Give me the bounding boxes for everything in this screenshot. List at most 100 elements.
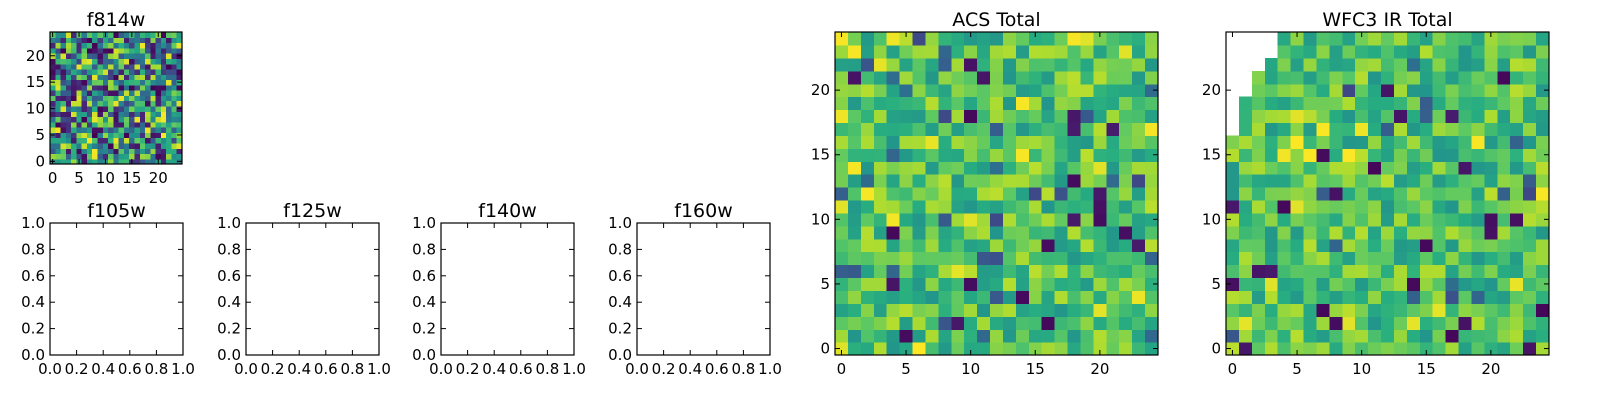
wfc3-ir-total-cell <box>1406 174 1421 188</box>
f814w-cell <box>129 53 136 59</box>
acs-total-cell <box>1002 264 1017 279</box>
wfc3-ir-total-cell <box>1419 264 1434 279</box>
wfc3-ir-total-cell <box>1381 32 1395 46</box>
acs-total-cell <box>964 122 978 136</box>
acs-total-cell <box>1028 122 1043 136</box>
wfc3-ir-total-cell <box>1303 122 1318 136</box>
f814w-cell <box>108 79 114 86</box>
wfc3-ir-total-cell <box>1432 199 1447 214</box>
acs-total-cell <box>886 83 901 98</box>
acs-total-cell <box>899 329 914 343</box>
f814w-cell <box>166 79 173 86</box>
wfc3-ir-total-cell <box>1290 225 1305 240</box>
f814w-cell <box>76 37 83 44</box>
wfc3-ir-total-cell <box>1536 83 1550 98</box>
f814w-cell <box>86 111 93 118</box>
acs-total-cell <box>938 83 952 98</box>
f814w-cell <box>76 127 83 133</box>
wfc3-ir-total-cell <box>1238 238 1253 253</box>
wfc3-ir-total-cell <box>1484 251 1498 266</box>
f814w-cell <box>129 37 136 44</box>
f814w-cell <box>108 158 114 165</box>
wfc3-ir-total-cell <box>1264 135 1279 149</box>
wfc3-ir-total-cell <box>1445 32 1460 46</box>
wfc3-ir-total-cell <box>1342 225 1356 240</box>
wfc3-ir-total-cell <box>1523 251 1537 266</box>
wfc3-ir-total-cell <box>1471 277 1485 291</box>
f140w-xtick-label: 0.4 <box>482 360 506 378</box>
f814w-cell <box>134 100 141 107</box>
acs-total-xtick-label: 5 <box>901 360 911 378</box>
wfc3-ir-total-cell <box>1523 122 1537 136</box>
f814w-cell <box>71 132 77 139</box>
wfc3-ir-total-cell <box>1238 264 1253 279</box>
f814w-cell <box>86 90 93 96</box>
wfc3-ir-total-cell <box>1251 83 1266 98</box>
wfc3-ir-total-cell <box>1316 277 1330 291</box>
wfc3-ir-total-cell <box>1226 251 1240 266</box>
wfc3-ir-total-cell <box>1419 238 1434 253</box>
f814w-cell <box>134 58 141 65</box>
f125w-xtick-label: 1.0 <box>367 360 391 378</box>
acs-total-cell <box>847 148 862 162</box>
f125w-ytick-label: 0.0 <box>217 346 241 364</box>
f814w-cell <box>123 95 130 102</box>
wfc3-ir-total-cell <box>1393 174 1408 188</box>
f814w-cell <box>123 100 130 107</box>
acs-total-cell <box>1041 161 1056 175</box>
wfc3-ir-total-cell <box>1264 290 1279 304</box>
wfc3-ir-total-cell <box>1484 342 1498 356</box>
f814w-cell <box>76 95 83 102</box>
wfc3-ir-total-cell <box>1419 303 1434 317</box>
f814w-cell <box>171 58 178 65</box>
f814w-cell <box>134 127 141 133</box>
acs-total-cell <box>977 290 991 304</box>
f814w-cells <box>50 32 183 165</box>
wfc3-ir-total-cell <box>1458 238 1473 253</box>
f814w-cell <box>171 121 178 128</box>
acs-total-cell <box>873 225 888 240</box>
f160w-xtick-label: 0.8 <box>731 360 755 378</box>
acs-total-cell <box>847 342 862 356</box>
f814w-cell <box>81 42 88 49</box>
acs-total-cell <box>1041 44 1056 59</box>
wfc3-ir-total-cell <box>1432 148 1447 162</box>
f105w-ytick-label: 0.4 <box>21 293 45 311</box>
f814w-cell <box>160 53 167 59</box>
acs-total-cell <box>1054 277 1069 291</box>
acs-total-cell <box>835 109 849 124</box>
f814w-cell <box>160 121 167 128</box>
wfc3-ir-total-cell <box>1329 174 1343 188</box>
f814w-cell <box>113 116 120 123</box>
f814w-cell <box>50 90 56 96</box>
f105w-frame <box>49 222 184 356</box>
f814w-cell <box>86 116 93 123</box>
acs-total-cell <box>1002 212 1017 227</box>
acs-total-cell <box>1106 57 1120 72</box>
wfc3-ir-total-cell <box>1355 161 1369 175</box>
acs-total-cell <box>886 174 901 188</box>
f814w-cell <box>86 95 93 102</box>
f814w-cell <box>134 111 141 118</box>
wfc3-ir-total-cell <box>1355 342 1369 356</box>
acs-total-cell <box>860 264 875 279</box>
f814w-cell <box>97 153 104 160</box>
f814w-cell <box>166 90 173 96</box>
f125w-xtick-label: 0.4 <box>287 360 311 378</box>
f814w-cell <box>160 79 167 86</box>
acs-total-cell <box>873 251 888 266</box>
wfc3-ir-total-cell <box>1536 199 1550 214</box>
wfc3-ir-total-cell <box>1355 277 1369 291</box>
wfc3-ir-total-cell <box>1251 174 1266 188</box>
acs-total-cell <box>1054 238 1069 253</box>
f814w-cell <box>113 90 120 96</box>
f814w-cell <box>108 90 114 96</box>
f814w-cell <box>176 100 183 107</box>
f814w-cell <box>166 137 173 144</box>
acs-total-cell <box>938 174 952 188</box>
acs-total-cell <box>1106 329 1120 343</box>
acs-total-cell <box>1093 135 1107 149</box>
wfc3-ir-total-cell <box>1226 161 1240 175</box>
acs-total-cell <box>925 225 939 240</box>
